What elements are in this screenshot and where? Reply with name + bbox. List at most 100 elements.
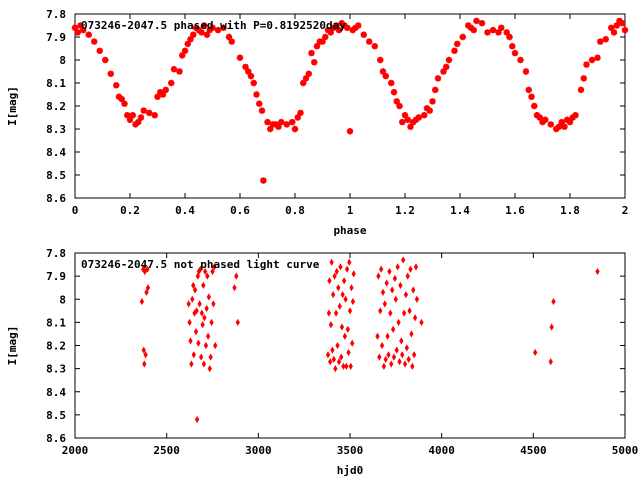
data-point — [190, 295, 195, 303]
data-point — [597, 38, 604, 45]
data-point — [331, 355, 337, 363]
data-point — [445, 56, 453, 64]
data-point — [339, 323, 345, 331]
data-point — [342, 332, 348, 340]
y-tick-label: 8 — [59, 54, 66, 67]
data-point — [333, 309, 339, 317]
data-point — [608, 24, 615, 31]
data-point — [473, 17, 480, 25]
x-tick-label: 2500 — [153, 444, 180, 457]
data-point — [205, 272, 210, 280]
data-point — [407, 123, 414, 130]
data-point — [118, 95, 125, 103]
data-point — [498, 24, 505, 31]
data-point — [411, 286, 416, 294]
data-point — [397, 358, 402, 366]
data-point — [569, 114, 576, 121]
data-point — [334, 267, 339, 276]
data-point — [137, 114, 145, 121]
data-point — [187, 36, 194, 43]
data-point — [619, 20, 626, 27]
x-tick-label: 3500 — [337, 444, 364, 457]
data-point — [283, 121, 290, 128]
y-tick-label: 8.1 — [46, 316, 66, 329]
data-point — [247, 72, 255, 80]
data-point — [434, 75, 442, 82]
y-tick-label: 7.9 — [46, 31, 66, 44]
data-point — [371, 43, 378, 50]
data-point — [375, 332, 380, 340]
data-point — [389, 360, 394, 368]
data-point — [291, 125, 299, 133]
data-point — [245, 68, 252, 75]
data-point — [162, 86, 169, 94]
data-point — [154, 93, 161, 100]
data-point — [206, 293, 211, 301]
data-point — [536, 114, 543, 121]
data-point — [415, 114, 422, 121]
x-tick-label: 1.6 — [505, 204, 525, 217]
data-point — [129, 112, 136, 119]
data-point — [192, 24, 200, 31]
data-point — [406, 355, 411, 363]
y-tick-label: 8.3 — [46, 123, 66, 136]
data-point — [203, 267, 208, 276]
data-point — [242, 63, 249, 71]
data-point — [404, 116, 411, 123]
data-point — [179, 52, 186, 59]
data-point — [561, 123, 568, 130]
data-point — [176, 68, 183, 75]
data-point — [421, 112, 428, 119]
data-point — [234, 272, 239, 280]
x-tick-label: 1 — [347, 204, 354, 217]
y-tick-label: 8.4 — [46, 386, 66, 399]
data-point — [407, 307, 412, 315]
data-point — [330, 346, 335, 354]
data-point — [432, 86, 439, 94]
data-point — [142, 360, 147, 368]
data-point — [328, 321, 334, 329]
data-point — [621, 26, 629, 34]
data-point — [272, 121, 279, 128]
data-point — [207, 365, 212, 373]
data-point — [412, 314, 418, 322]
data-point — [347, 258, 352, 266]
data-point — [325, 351, 331, 359]
data-point — [347, 307, 353, 315]
y-tick-label: 7.9 — [46, 270, 66, 283]
x-tick-label: 2000 — [62, 444, 89, 457]
y-tick-label: 8.3 — [46, 363, 66, 376]
data-point — [528, 93, 535, 100]
data-point — [410, 362, 415, 370]
data-point — [225, 33, 233, 41]
data-point — [278, 118, 285, 126]
data-point — [200, 321, 205, 329]
data-point — [409, 330, 414, 338]
data-point — [390, 89, 398, 96]
data-point — [379, 68, 387, 75]
data-point — [595, 267, 600, 276]
data-point — [377, 56, 384, 64]
x-tick-label: 1.8 — [560, 204, 580, 217]
data-point — [583, 61, 590, 68]
data-point — [382, 300, 387, 308]
data-point — [379, 341, 385, 350]
plot-title: 073246-2047.5 not phased light curve — [81, 258, 320, 271]
data-point — [195, 26, 202, 34]
data-point — [349, 284, 354, 292]
data-point — [547, 121, 554, 128]
data-point — [96, 47, 103, 54]
data-point — [236, 54, 244, 61]
data-point — [191, 351, 196, 359]
data-point — [410, 118, 417, 126]
data-point — [399, 337, 404, 345]
data-point — [71, 24, 79, 31]
data-point — [189, 360, 194, 368]
data-point — [197, 300, 202, 308]
data-point — [405, 272, 410, 280]
data-point — [399, 118, 406, 126]
data-point — [393, 98, 400, 105]
data-point — [333, 22, 340, 29]
